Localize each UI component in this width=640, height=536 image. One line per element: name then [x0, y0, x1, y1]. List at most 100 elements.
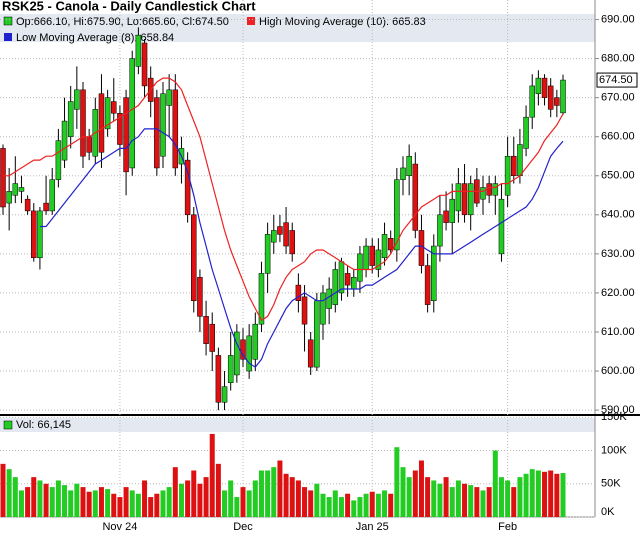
- volume-bar: [560, 473, 566, 517]
- candle-body: [31, 210, 37, 259]
- y-tick-label: 590.00: [601, 404, 635, 416]
- volume-bar: [554, 473, 560, 517]
- volume-bar: [203, 477, 209, 517]
- candle-body: [252, 323, 259, 360]
- moving-average-line: [3, 77, 564, 322]
- volume-bar: [55, 480, 61, 517]
- candle-body: [129, 58, 135, 169]
- volume-bar: [252, 480, 258, 517]
- volume-bar: [425, 477, 431, 517]
- volume-label: Vol: 66,145: [16, 419, 71, 431]
- y-tick-label: 150K: [601, 411, 627, 423]
- candle-body: [55, 140, 62, 180]
- volume-bar: [332, 490, 338, 517]
- x-tick-label: Dec: [233, 521, 253, 533]
- volume-bar: [320, 493, 326, 517]
- y-tick-label: 100K: [601, 444, 627, 456]
- candle-body: [24, 198, 31, 212]
- volume-bar: [308, 490, 314, 517]
- candle-body: [67, 101, 74, 137]
- moving-average-line: [39, 128, 564, 368]
- volume-bar: [388, 493, 394, 517]
- volume-bar: [25, 487, 31, 517]
- y-tick-label: 0K: [601, 506, 615, 518]
- ohlc-label: Op:666.10, Hi:675.90, Lo:665.60, Cl:674.…: [16, 16, 229, 28]
- candle-body: [0, 148, 6, 208]
- volume-bar: [418, 460, 424, 517]
- volume-bar: [228, 480, 234, 517]
- candle-body: [431, 245, 437, 301]
- candle-body: [326, 288, 332, 309]
- volume-bar: [178, 483, 184, 517]
- volume-bar: [271, 467, 277, 517]
- candle-body: [227, 355, 234, 384]
- candle-body: [443, 210, 449, 223]
- volume-bar: [86, 491, 92, 517]
- volume-bar: [455, 480, 461, 517]
- candle-body: [394, 179, 400, 251]
- volume-bar: [462, 483, 468, 517]
- y-tick-label: 620.00: [601, 287, 635, 299]
- candle-body: [369, 245, 375, 266]
- candle-body: [240, 339, 246, 360]
- legend-swatch: [4, 33, 12, 41]
- candle-body: [480, 187, 486, 200]
- candle-body: [449, 198, 455, 223]
- volume-bar: [0, 463, 6, 517]
- candle-body: [498, 198, 505, 255]
- candle-body: [541, 77, 548, 98]
- candle-body: [258, 273, 265, 325]
- candle-body: [141, 42, 148, 87]
- candle-body: [363, 245, 369, 270]
- volume-bar: [375, 493, 381, 517]
- candle-body: [123, 97, 129, 173]
- candle-body: [455, 183, 462, 212]
- volume-bar: [172, 467, 178, 517]
- candle-body: [486, 183, 492, 196]
- volume-bar: [166, 487, 172, 517]
- candle-body: [264, 234, 271, 274]
- volume-bar: [117, 497, 123, 517]
- volume-bar: [265, 470, 271, 517]
- y-tick-label: 660.00: [601, 131, 635, 143]
- volume-bar: [234, 497, 240, 517]
- volume-bar: [74, 483, 80, 517]
- legend-swatch: [3, 420, 13, 430]
- volume-bar: [517, 477, 523, 517]
- y-tick-label: 640.00: [601, 209, 635, 221]
- volume-bar: [474, 487, 480, 517]
- y-tick-label: 670.00: [601, 92, 635, 104]
- candle-body: [406, 155, 412, 177]
- candle-body: [117, 113, 123, 145]
- volume-bar: [548, 470, 554, 517]
- volume-bar: [197, 483, 203, 517]
- candle-body: [111, 101, 117, 114]
- volume-bar: [289, 477, 295, 517]
- candle-body: [424, 265, 431, 305]
- y-tick-label: 600.00: [601, 365, 635, 377]
- volume-bar: [185, 480, 191, 517]
- candle-body: [437, 214, 443, 247]
- volume-bar: [437, 483, 443, 517]
- volume-bar: [209, 433, 215, 517]
- volume-bar: [129, 490, 135, 517]
- candle-body: [511, 155, 517, 177]
- volume-bar: [302, 487, 308, 517]
- volume-bar: [535, 470, 541, 517]
- candle-body: [271, 230, 277, 243]
- candle-body: [504, 155, 511, 196]
- volume-bar: [12, 477, 18, 517]
- candle-body: [61, 120, 68, 161]
- candle-body: [86, 136, 92, 153]
- candle-body: [332, 269, 339, 305]
- volume-bar: [357, 497, 363, 517]
- candle-body: [547, 85, 554, 110]
- last-price-label: 674.50: [599, 74, 633, 86]
- candle-body: [98, 93, 105, 153]
- candle-body: [467, 183, 474, 216]
- candle-body: [351, 277, 357, 290]
- candle-body: [154, 97, 160, 169]
- candle-body: [400, 167, 406, 180]
- candle-body: [191, 214, 197, 301]
